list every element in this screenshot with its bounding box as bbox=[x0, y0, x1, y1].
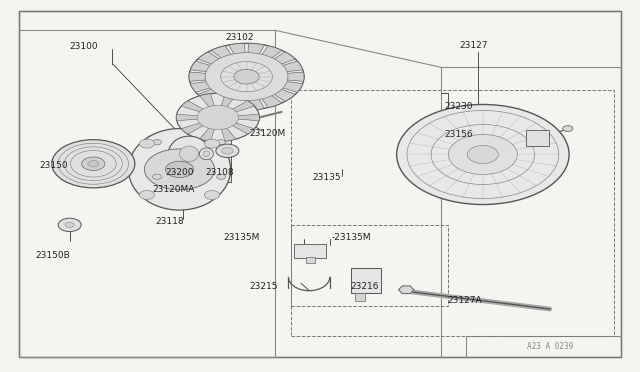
Wedge shape bbox=[246, 77, 264, 110]
Circle shape bbox=[197, 105, 239, 129]
Bar bbox=[291, 225, 448, 307]
Circle shape bbox=[397, 105, 569, 205]
Wedge shape bbox=[228, 77, 246, 110]
Wedge shape bbox=[200, 118, 218, 141]
Text: 23120MA: 23120MA bbox=[152, 185, 195, 194]
Wedge shape bbox=[218, 94, 236, 118]
Wedge shape bbox=[218, 118, 236, 141]
Circle shape bbox=[221, 62, 273, 92]
Wedge shape bbox=[181, 101, 218, 118]
Circle shape bbox=[216, 140, 225, 145]
Circle shape bbox=[82, 157, 105, 170]
Ellipse shape bbox=[199, 148, 213, 160]
Wedge shape bbox=[218, 114, 259, 121]
Polygon shape bbox=[148, 136, 230, 182]
Wedge shape bbox=[198, 52, 246, 77]
Text: 23150B: 23150B bbox=[36, 251, 70, 260]
Text: 23135: 23135 bbox=[312, 173, 341, 182]
Wedge shape bbox=[218, 101, 255, 118]
Circle shape bbox=[563, 126, 573, 132]
Bar bbox=[351, 267, 381, 294]
Circle shape bbox=[65, 222, 74, 228]
Circle shape bbox=[216, 144, 239, 157]
Text: 23135M: 23135M bbox=[223, 232, 259, 242]
Wedge shape bbox=[176, 114, 218, 121]
Text: 23108: 23108 bbox=[205, 168, 234, 177]
Circle shape bbox=[52, 140, 135, 188]
Wedge shape bbox=[246, 77, 282, 108]
Bar bbox=[355, 293, 365, 301]
Bar bbox=[306, 257, 315, 263]
Wedge shape bbox=[189, 72, 246, 81]
Wedge shape bbox=[246, 52, 295, 77]
Circle shape bbox=[145, 149, 214, 190]
Ellipse shape bbox=[168, 136, 210, 171]
Wedge shape bbox=[218, 118, 255, 134]
Wedge shape bbox=[200, 94, 218, 118]
Circle shape bbox=[234, 69, 259, 84]
Text: 23100: 23100 bbox=[70, 42, 99, 51]
Text: -23135M: -23135M bbox=[332, 232, 371, 242]
Circle shape bbox=[153, 174, 162, 179]
Circle shape bbox=[216, 174, 225, 179]
Bar bbox=[294, 244, 326, 257]
Circle shape bbox=[204, 190, 220, 199]
Text: 23127: 23127 bbox=[460, 41, 488, 50]
Wedge shape bbox=[211, 77, 246, 108]
Wedge shape bbox=[246, 77, 303, 92]
Wedge shape bbox=[228, 43, 246, 77]
Circle shape bbox=[449, 135, 517, 174]
Text: 23156: 23156 bbox=[445, 130, 473, 140]
Wedge shape bbox=[246, 61, 303, 77]
Text: 23150: 23150 bbox=[39, 161, 68, 170]
Circle shape bbox=[205, 53, 288, 101]
Ellipse shape bbox=[179, 146, 198, 161]
Bar bbox=[291, 90, 614, 336]
Circle shape bbox=[153, 140, 162, 145]
Wedge shape bbox=[246, 72, 304, 81]
Wedge shape bbox=[198, 77, 246, 102]
Circle shape bbox=[140, 139, 155, 148]
Text: 23118: 23118 bbox=[156, 218, 184, 227]
Text: 23127A: 23127A bbox=[448, 296, 483, 305]
Circle shape bbox=[58, 218, 81, 232]
Text: 23215: 23215 bbox=[250, 282, 278, 291]
Circle shape bbox=[189, 43, 304, 110]
Text: 23102: 23102 bbox=[225, 33, 254, 42]
Text: A23 A 0239: A23 A 0239 bbox=[527, 341, 573, 350]
Wedge shape bbox=[190, 61, 246, 77]
Wedge shape bbox=[246, 46, 282, 77]
Text: 23200: 23200 bbox=[166, 168, 194, 177]
Wedge shape bbox=[246, 77, 295, 102]
Wedge shape bbox=[211, 46, 246, 77]
Wedge shape bbox=[190, 77, 246, 92]
Circle shape bbox=[176, 93, 259, 141]
Circle shape bbox=[166, 161, 193, 177]
Text: 23216: 23216 bbox=[351, 282, 379, 291]
Wedge shape bbox=[181, 118, 218, 134]
Text: 23230: 23230 bbox=[445, 102, 473, 111]
Circle shape bbox=[467, 145, 499, 164]
Circle shape bbox=[88, 161, 99, 167]
Circle shape bbox=[221, 147, 233, 154]
Text: 23120M: 23120M bbox=[250, 129, 286, 138]
Ellipse shape bbox=[203, 151, 209, 157]
Wedge shape bbox=[246, 43, 264, 77]
Circle shape bbox=[204, 139, 220, 148]
Polygon shape bbox=[399, 286, 414, 294]
Bar bbox=[525, 130, 548, 146]
Circle shape bbox=[140, 190, 155, 199]
Ellipse shape bbox=[129, 129, 230, 210]
